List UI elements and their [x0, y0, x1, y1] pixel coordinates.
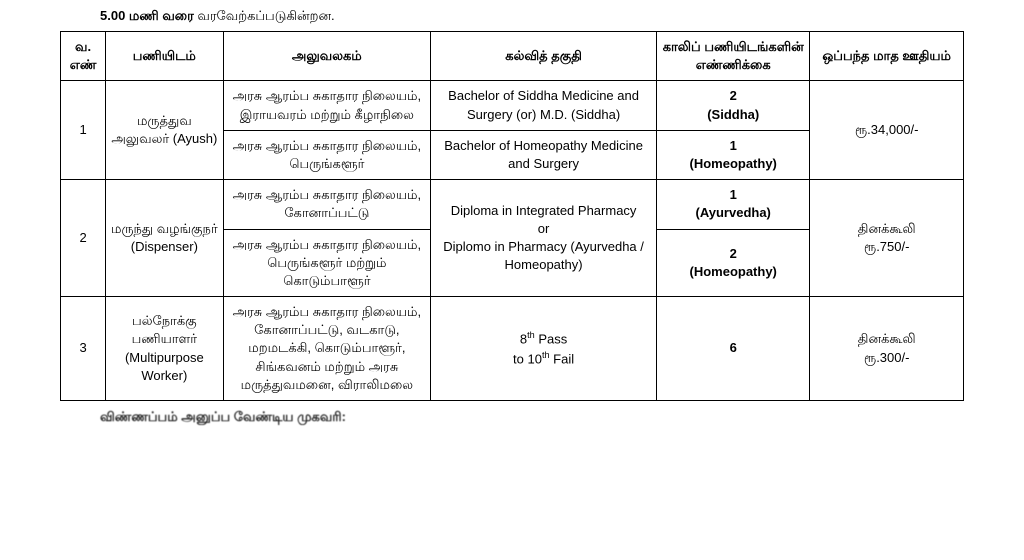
top-note-bold: 5.00 மணி வரை: [100, 8, 194, 23]
vac-label: (Homeopathy): [690, 156, 777, 171]
cell-office: அரசு ஆரம்ப சுகாதார நிலையம், இராயவரம் மற்…: [223, 81, 431, 130]
cell-pay: தினக்கூலி ரூ.300/-: [810, 297, 964, 401]
pay-line: தினக்கூலி: [858, 221, 916, 236]
cell-qual: 8th Pass to 10th Fail: [431, 297, 657, 401]
cell-sno: 3: [61, 297, 106, 401]
th-pay: ஒப்பந்த மாத ஊதியம்: [810, 32, 964, 81]
cell-vac: 2 (Homeopathy): [656, 229, 810, 297]
cell-office: அரசு ஆரம்ப சுகாதார நிலையம், பெருங்களூர் …: [223, 229, 431, 297]
th-office: அலுவலகம்: [223, 32, 431, 81]
cell-vac: 1 (Ayurvedha): [656, 180, 810, 229]
cell-qual: Bachelor of Homeopathy Medicine and Surg…: [431, 130, 657, 179]
top-note-rest: வரவேற்கப்படுகின்றன.: [194, 8, 335, 23]
qual-sup: th: [542, 350, 550, 360]
vac-number: 1: [730, 187, 737, 202]
cell-sno: 1: [61, 81, 106, 180]
cell-qual: Bachelor of Siddha Medicine and Surgery …: [431, 81, 657, 130]
cell-office: அரசு ஆரம்ப சுகாதார நிலையம், கோனாப்பட்டு: [223, 180, 431, 229]
qual-or: or: [538, 221, 550, 236]
th-qual: கல்வித் தகுதி: [431, 32, 657, 81]
th-sno: வ. எண்: [61, 32, 106, 81]
vac-number: 2: [730, 88, 737, 103]
cell-vac: 2 (Siddha): [656, 81, 810, 130]
cell-post: பல்நோக்கு பணியாளர் (Multipurpose Worker): [106, 297, 223, 401]
qual-text: Diplomo in Pharmacy (Ayurvedha / Homeopa…: [443, 239, 644, 272]
cell-qual: Diploma in Integrated Pharmacy or Diplom…: [431, 180, 657, 297]
pay-line: தினக்கூலி: [858, 331, 916, 346]
qual-text: Pass: [535, 331, 568, 346]
cell-vac: 6: [656, 297, 810, 401]
table-header-row: வ. எண் பணியிடம் அலுவலகம் கல்வித் தகுதி க…: [61, 32, 964, 81]
qual-text: Diploma in Integrated Pharmacy: [451, 203, 637, 218]
cell-pay: தினக்கூலி ரூ.750/-: [810, 180, 964, 297]
th-vac: காலிப் பணியிடங்களின் எண்ணிக்கை: [656, 32, 810, 81]
bottom-note: விண்ணப்பம் அனுப்ப வேண்டிய முகவரி:: [100, 409, 964, 426]
qual-text: to 10: [513, 351, 542, 366]
table-row: 2 மருந்து வழங்குநர் (Dispenser) அரசு ஆரம…: [61, 180, 964, 229]
cell-sno: 2: [61, 180, 106, 297]
vac-number: 6: [730, 340, 737, 355]
cell-pay: ரூ.34,000/-: [810, 81, 964, 180]
vacancy-table: வ. எண் பணியிடம் அலுவலகம் கல்வித் தகுதி க…: [60, 31, 964, 401]
pay-line: ரூ.750/-: [864, 239, 909, 254]
qual-text: Fail: [550, 351, 575, 366]
cell-post: மருந்து வழங்குநர் (Dispenser): [106, 180, 223, 297]
cell-post: மருத்துவ அலுவலர் (Ayush): [106, 81, 223, 180]
vac-label: (Homeopathy): [690, 264, 777, 279]
top-note: 5.00 மணி வரை வரவேற்கப்படுகின்றன.: [100, 8, 964, 25]
pay-line: ரூ.300/-: [864, 350, 909, 365]
vac-number: 1: [730, 138, 737, 153]
table-row: 1 மருத்துவ அலுவலர் (Ayush) அரசு ஆரம்ப சு…: [61, 81, 964, 130]
table-row: 3 பல்நோக்கு பணியாளர் (Multipurpose Worke…: [61, 297, 964, 401]
vac-label: (Siddha): [707, 107, 759, 122]
vac-number: 2: [730, 246, 737, 261]
qual-sup: th: [527, 330, 535, 340]
cell-office: அரசு ஆரம்ப சுகாதார நிலையம், கோனாப்பட்டு,…: [223, 297, 431, 401]
cell-office: அரசு ஆரம்ப சுகாதார நிலையம், பெருங்களூர்: [223, 130, 431, 179]
cell-vac: 1 (Homeopathy): [656, 130, 810, 179]
vac-label: (Ayurvedha): [696, 205, 771, 220]
th-post: பணியிடம்: [106, 32, 223, 81]
